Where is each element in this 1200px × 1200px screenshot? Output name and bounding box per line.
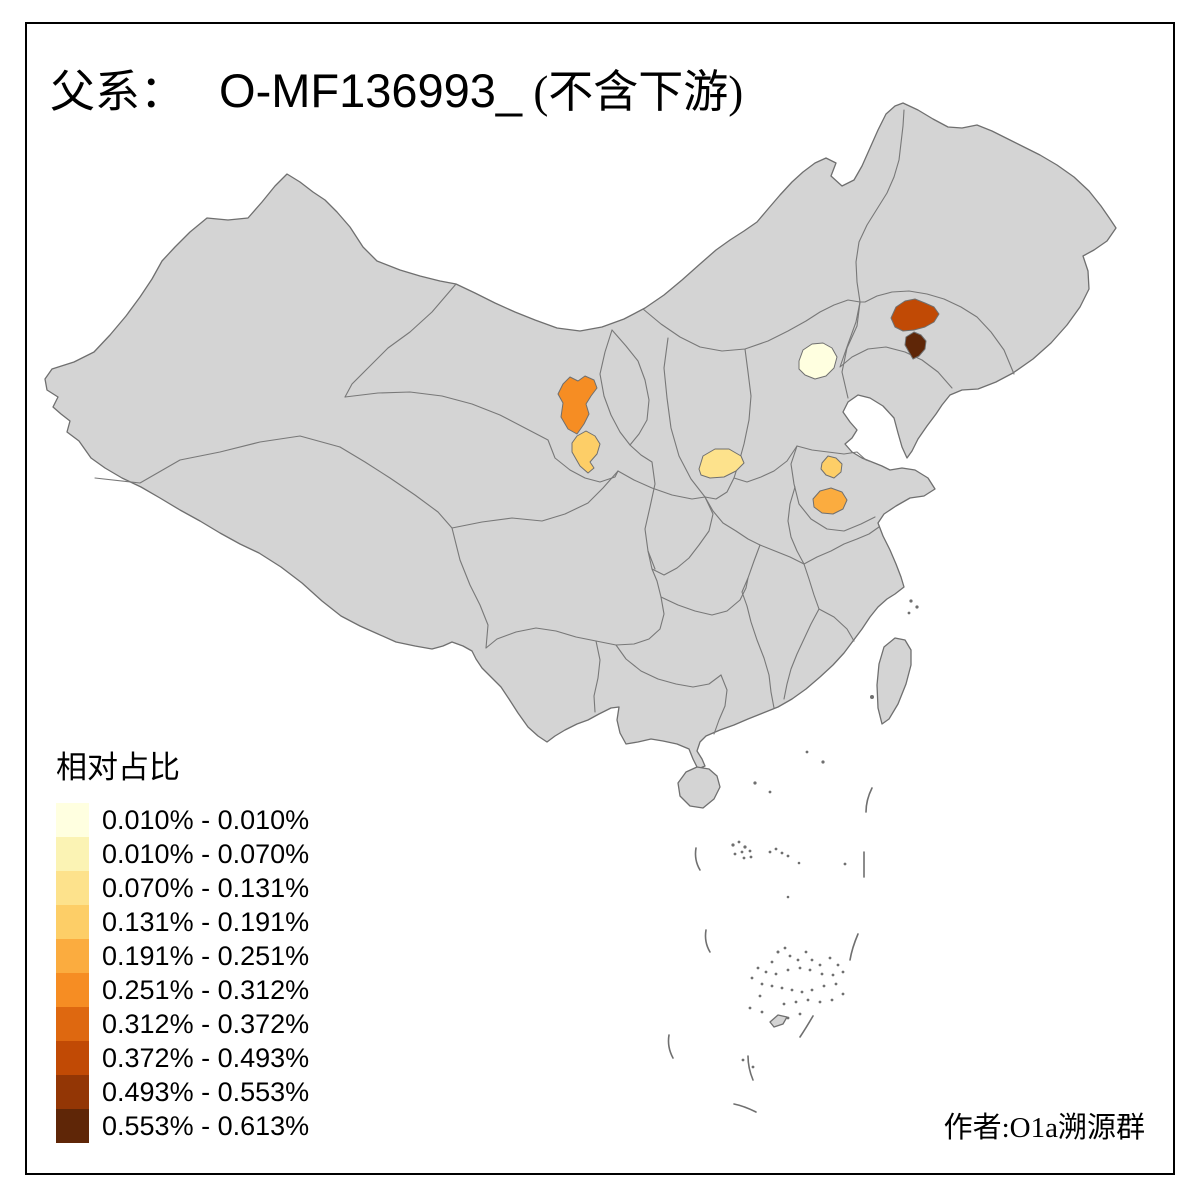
legend-color-swatch [56,973,89,1007]
region-liaoning-south-panjin [904,331,927,360]
legend-label: 0.010% - 0.010% [102,805,310,835]
legend-entry: 0.191% - 0.251% [56,939,309,973]
legend-label: 0.493% - 0.553% [102,1077,310,1107]
legend-label: 0.010% - 0.070% [102,839,310,869]
legend-color-swatch [56,1007,89,1041]
region-liaoning-west-chaoyang [890,298,940,332]
author-credit: 作者:O1a溯源群 [943,1112,1145,1144]
legend-label: 0.251% - 0.312% [102,975,310,1005]
legend-entry: 0.070% - 0.131% [56,871,309,905]
nine-dash-line [667,787,873,1113]
legend-entry: 0.251% - 0.312% [56,973,309,1007]
legend-entries: 0.010% - 0.010% 0.010% - 0.070% 0.070% -… [56,803,309,1143]
legend-title: 相对占比 [56,750,180,785]
region-gansu-south [571,430,601,474]
plot-border-frame [25,22,1175,1175]
legend-entry: 0.372% - 0.493% [56,1041,309,1075]
title-haplogroup: O-MF136993_ [219,64,523,117]
legend-label: 0.553% - 0.613% [102,1111,310,1141]
highlighted-regions [557,298,940,515]
legend-color-swatch [56,803,89,837]
legend: 相对占比 0.010% - 0.010% 0.010% - 0.070% 0.0… [56,742,309,1143]
legend-entry: 0.493% - 0.553% [56,1075,309,1109]
title-prefix: 父系： [50,67,186,117]
taiwan-island [876,637,912,725]
region-beijing [798,342,838,380]
island-dots [731,599,919,1069]
title-suffix: (不含下游) [522,67,744,117]
legend-entry: 0.131% - 0.191% [56,905,309,939]
legend-label: 0.191% - 0.251% [102,941,310,971]
legend-entry: 0.010% - 0.010% [56,803,309,837]
legend-entry: 0.312% - 0.372% [56,1007,309,1041]
legend-label: 0.070% - 0.131% [102,873,310,903]
legend-label: 0.312% - 0.372% [102,1009,310,1039]
map-title: 父系： O-MF136993_ (不含下游) [50,55,743,120]
legend-label: 0.131% - 0.191% [102,907,310,937]
legend-color-swatch [56,1075,89,1109]
region-gansu-central [557,375,598,435]
small-island [769,1014,788,1028]
legend-color-swatch [56,1041,89,1075]
legend-color-swatch [56,871,89,905]
region-shanxi-south [698,448,745,479]
legend-entry: 0.553% - 0.613% [56,1109,309,1143]
region-shandong-west [820,455,843,479]
legend-label: 0.372% - 0.493% [102,1043,310,1073]
legend-entry: 0.010% - 0.070% [56,837,309,871]
legend-color-swatch [56,939,89,973]
legend-color-swatch [56,1109,89,1143]
hainan-island [677,766,721,809]
legend-color-swatch [56,837,89,871]
region-shandong-southwest [812,487,848,515]
province-borders [94,109,1015,735]
legend-color-swatch [56,905,89,939]
